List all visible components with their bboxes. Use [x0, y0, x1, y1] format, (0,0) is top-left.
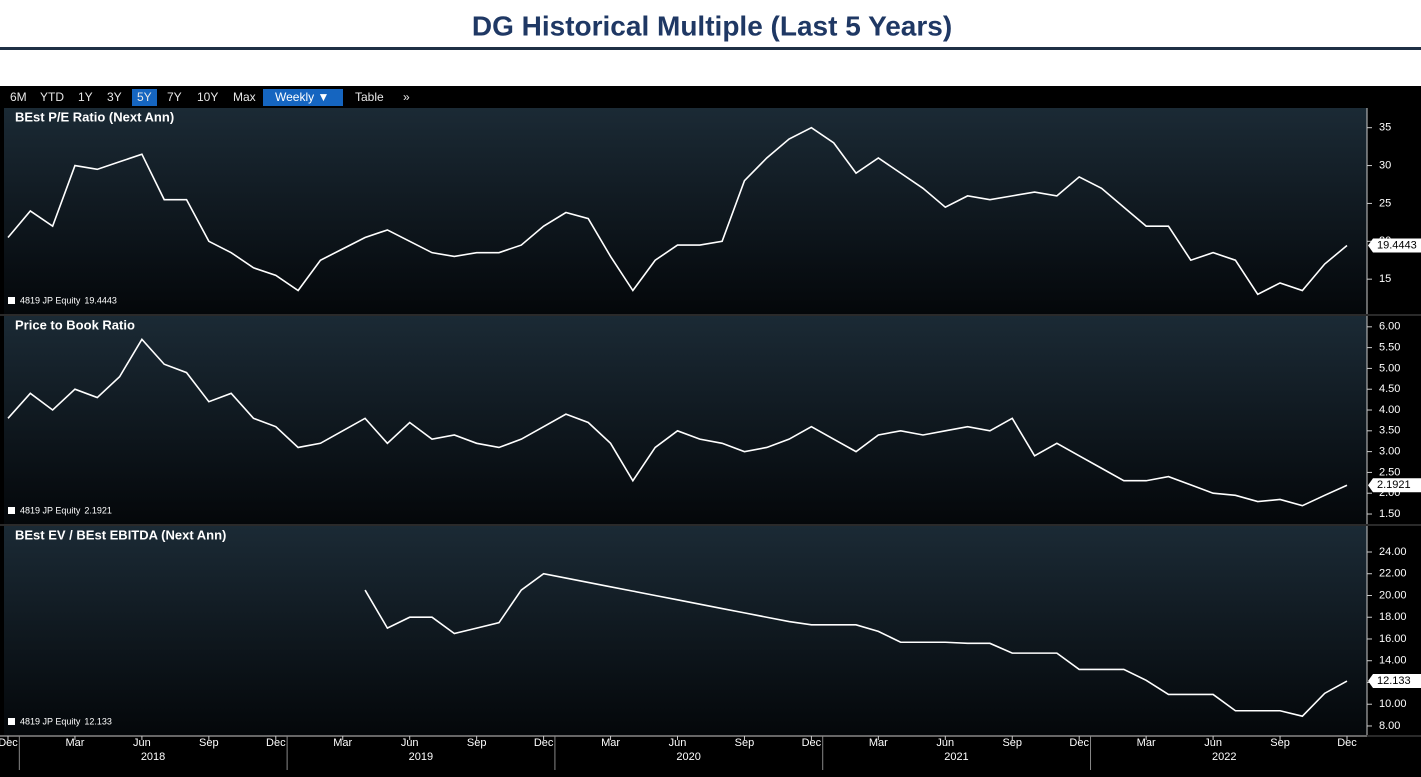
legend-label: 4819 JP Equity: [20, 716, 81, 726]
range-button[interactable]: 1Y: [78, 90, 93, 104]
range-button[interactable]: 3Y: [107, 90, 122, 104]
x-tick-label: Jun: [936, 737, 954, 749]
legend-label: 4819 JP Equity: [20, 295, 81, 305]
last-value-label: 12.133: [1377, 675, 1411, 687]
last-value-label: 2.1921: [1377, 479, 1411, 491]
y-tick-label: 24.00: [1379, 546, 1407, 558]
series-line: [7, 337, 1348, 507]
x-tick-label: Dec: [1337, 737, 1357, 749]
series-line: [7, 126, 1348, 296]
panel-bg: [4, 108, 1367, 314]
x-tick-label: Sep: [467, 737, 487, 749]
x-tick-label: Sep: [1002, 737, 1022, 749]
y-tick-label: 6.00: [1379, 321, 1400, 333]
x-tick-label: Sep: [1270, 737, 1290, 749]
y-tick-label: 35: [1379, 122, 1391, 134]
x-tick-label: Mar: [601, 737, 620, 749]
y-tick-label: 5.50: [1379, 342, 1400, 354]
y-tick-label: 1.50: [1379, 508, 1400, 520]
x-tick-label: Dec: [1069, 737, 1089, 749]
panel-title: BEst EV / BEst EBITDA (Next Ann): [15, 527, 226, 542]
y-tick-label: 5.00: [1379, 362, 1400, 374]
x-tick-label: Sep: [199, 737, 219, 749]
panel-bg: [4, 316, 1367, 524]
x-tick-label: Jun: [669, 737, 687, 749]
x-tick-label: Jun: [133, 737, 151, 749]
x-tick-label: Dec: [802, 737, 822, 749]
x-tick-label: Jun: [401, 737, 419, 749]
legend-swatch: [8, 297, 15, 304]
x-tick-label: Mar: [333, 737, 352, 749]
legend-value: 2.1921: [84, 505, 112, 515]
y-tick-label: 3.00: [1379, 446, 1400, 458]
series-line: [364, 572, 1348, 718]
y-tick-label: 4.00: [1379, 404, 1400, 416]
more-button[interactable]: »: [403, 90, 410, 104]
y-tick-label: 25: [1379, 197, 1391, 209]
y-tick-label: 10.00: [1379, 698, 1407, 710]
x-tick-label: Mar: [65, 737, 84, 749]
year-label: 2018: [141, 751, 165, 763]
range-button[interactable]: Max: [233, 90, 256, 104]
legend-swatch: [8, 507, 15, 514]
y-tick-label: 20.00: [1379, 589, 1407, 601]
range-button[interactable]: 10Y: [197, 90, 218, 104]
legend-label: 4819 JP Equity: [20, 505, 81, 515]
range-button[interactable]: 5Y: [137, 90, 152, 104]
x-tick-label: Dec: [0, 737, 18, 749]
legend-value: 19.4443: [84, 295, 117, 305]
legend-value: 12.133: [84, 716, 112, 726]
range-button[interactable]: 7Y: [167, 90, 182, 104]
page-title: DG Historical Multiple (Last 5 Years): [472, 10, 952, 41]
active-range-bg: [132, 89, 157, 106]
last-value-box: [1368, 674, 1421, 689]
y-tick-label: 8.00: [1379, 720, 1400, 732]
table-button[interactable]: Table: [355, 90, 384, 104]
x-tick-label: Jun: [1204, 737, 1222, 749]
x-tick-label: Mar: [869, 737, 888, 749]
year-label: 2019: [409, 751, 433, 763]
y-tick-label: 15: [1379, 273, 1391, 285]
y-tick-label: 2.50: [1379, 466, 1400, 478]
x-tick-label: Mar: [1137, 737, 1156, 749]
x-tick-label: Dec: [534, 737, 554, 749]
y-tick-label: 30: [1379, 159, 1391, 171]
x-tick-label: Sep: [735, 737, 755, 749]
legend-swatch: [8, 718, 15, 725]
panel-bg: [4, 526, 1367, 735]
range-button[interactable]: 6M: [10, 90, 27, 104]
y-tick-label: 3.50: [1379, 425, 1400, 437]
panel-title: Price to Book Ratio: [15, 317, 135, 332]
y-tick-label: 16.00: [1379, 633, 1407, 645]
year-label: 2021: [944, 751, 968, 763]
title-rule: [0, 47, 1421, 50]
last-value-label: 19.4443: [1377, 239, 1417, 251]
frequency-button[interactable]: Weekly ▼: [275, 90, 329, 104]
y-tick-label: 4.50: [1379, 383, 1400, 395]
y-tick-label: 14.00: [1379, 655, 1407, 667]
y-tick-label: 18.00: [1379, 611, 1407, 623]
year-label: 2020: [676, 751, 700, 763]
y-tick-label: 22.00: [1379, 568, 1407, 580]
last-value-box: [1368, 478, 1421, 493]
year-label: 2022: [1212, 751, 1236, 763]
x-tick-label: Dec: [266, 737, 286, 749]
last-value-box: [1368, 238, 1421, 253]
range-button[interactable]: YTD: [40, 90, 64, 104]
frequency-bg: [263, 89, 343, 106]
panel-title: BEst P/E Ratio (Next Ann): [15, 109, 174, 124]
